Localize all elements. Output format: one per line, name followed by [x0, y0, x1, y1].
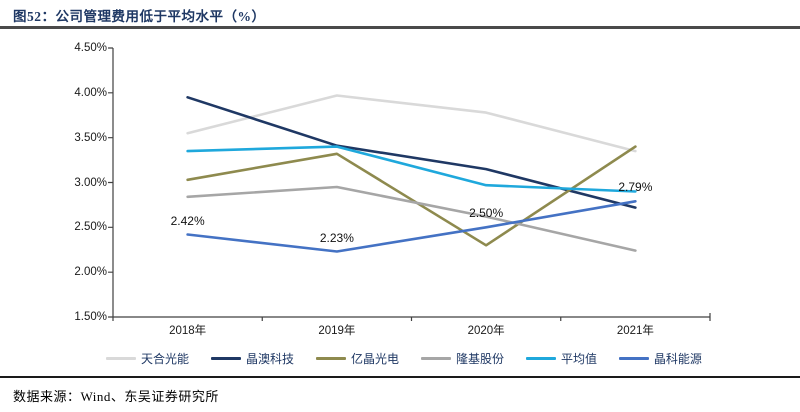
- legend-label: 晶澳科技: [245, 352, 294, 366]
- legend-item-2: 亿晶光电: [315, 350, 399, 367]
- data-point-label: 2.42%: [170, 213, 205, 228]
- y-tick-label: 4.50%: [74, 42, 107, 54]
- legend-label: 晶科能源: [653, 352, 702, 366]
- x-tick-label: 2021年: [616, 325, 654, 337]
- y-tick-label: 3.00%: [74, 176, 107, 189]
- series-line-5: [186, 200, 637, 253]
- figure-title: 图52：公司管理费用低于平均水平（%）: [13, 9, 266, 24]
- legend-item-5: 晶科能源: [618, 350, 702, 367]
- y-tick-label: 2.50%: [74, 221, 107, 234]
- legend-item-4: 平均值: [525, 350, 597, 367]
- x-tick-label: 2018年: [169, 325, 207, 337]
- legend-line-icon: [210, 357, 241, 360]
- legend-line-icon: [525, 357, 556, 360]
- chart-legend: 天合光能 晶澳科技 亿晶光电 隆基股份 平均值 晶科能源: [106, 350, 702, 367]
- series-line-0: [186, 94, 637, 153]
- data-point-label: 2.79%: [618, 180, 653, 195]
- data-point-label: 2.50%: [469, 206, 504, 221]
- legend-line-icon: [420, 357, 451, 360]
- axis-ticks: [108, 47, 711, 321]
- y-tick-label: 1.50%: [74, 311, 107, 323]
- series-line-2: [186, 145, 637, 247]
- legend-label: 隆基股份: [455, 352, 504, 366]
- line-chart: 4.50% 4.00% 3.50% 3.00% 2.50% 2.00% 1.50% 2018…: [0, 30, 800, 375]
- x-tick-label: 2019年: [318, 325, 356, 337]
- legend-label: 平均值: [560, 352, 597, 366]
- legend-line-icon: [618, 357, 649, 360]
- data-point-label: 2.23%: [319, 230, 354, 245]
- y-tick-label: 4.00%: [74, 86, 107, 99]
- title-divider: [0, 26, 800, 29]
- x-tick-label: 2020年: [467, 325, 505, 337]
- y-tick-label: 3.50%: [74, 131, 107, 144]
- legend-item-3: 隆基股份: [420, 350, 504, 367]
- legend-item-0: 天合光能: [106, 350, 189, 367]
- footer-divider: [0, 376, 800, 378]
- legend-item-1: 晶澳科技: [210, 350, 294, 367]
- legend-label: 亿晶光电: [350, 352, 399, 366]
- plot-area: [108, 47, 711, 321]
- legend-line-icon: [315, 357, 346, 360]
- data-source: 数据来源：Wind、东吴证券研究所: [13, 389, 219, 404]
- y-tick-label: 2.00%: [74, 266, 107, 279]
- legend-line-icon: [106, 357, 136, 360]
- series-line-4: [186, 145, 637, 193]
- legend-label: 天合光能: [141, 352, 190, 366]
- series-line-3: [186, 185, 637, 252]
